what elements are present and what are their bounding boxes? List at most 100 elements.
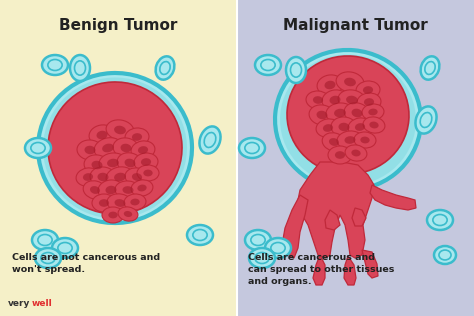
Ellipse shape	[325, 81, 336, 89]
Text: well: well	[32, 299, 53, 308]
Ellipse shape	[114, 173, 126, 181]
Polygon shape	[362, 250, 378, 278]
Ellipse shape	[420, 56, 439, 80]
Ellipse shape	[76, 168, 100, 186]
Ellipse shape	[141, 158, 151, 166]
Ellipse shape	[335, 151, 345, 159]
Ellipse shape	[132, 133, 142, 141]
Ellipse shape	[309, 105, 335, 125]
Ellipse shape	[280, 54, 416, 185]
Ellipse shape	[125, 128, 149, 146]
Ellipse shape	[107, 194, 133, 212]
Ellipse shape	[118, 207, 138, 221]
Ellipse shape	[334, 109, 346, 117]
Ellipse shape	[239, 138, 265, 158]
Ellipse shape	[115, 199, 126, 207]
Ellipse shape	[369, 122, 379, 128]
Polygon shape	[282, 195, 308, 258]
Ellipse shape	[109, 212, 118, 218]
Ellipse shape	[106, 186, 117, 194]
Polygon shape	[325, 210, 340, 230]
Ellipse shape	[131, 141, 155, 159]
Ellipse shape	[344, 103, 370, 123]
Text: Cells are cancerous and
can spread to other tissues
and organs.: Cells are cancerous and can spread to ot…	[248, 253, 394, 286]
Ellipse shape	[434, 246, 456, 264]
Ellipse shape	[368, 109, 378, 115]
Text: Cells are not cancerous and
won't spread.: Cells are not cancerous and won't spread…	[12, 253, 160, 274]
Ellipse shape	[287, 56, 409, 174]
Ellipse shape	[124, 194, 146, 210]
Ellipse shape	[90, 167, 116, 187]
Polygon shape	[344, 256, 356, 285]
Ellipse shape	[155, 56, 174, 80]
Ellipse shape	[83, 181, 107, 199]
Ellipse shape	[106, 167, 134, 187]
Ellipse shape	[97, 131, 108, 139]
Ellipse shape	[83, 173, 93, 181]
Ellipse shape	[187, 225, 213, 245]
Polygon shape	[313, 255, 325, 285]
Ellipse shape	[106, 120, 134, 140]
Ellipse shape	[363, 86, 373, 94]
Ellipse shape	[125, 168, 149, 186]
Ellipse shape	[42, 55, 68, 75]
Ellipse shape	[363, 117, 385, 133]
Ellipse shape	[245, 230, 271, 250]
Ellipse shape	[316, 119, 340, 137]
Ellipse shape	[124, 211, 132, 217]
Ellipse shape	[322, 90, 348, 110]
Ellipse shape	[313, 96, 323, 104]
Ellipse shape	[130, 198, 140, 205]
Ellipse shape	[137, 165, 159, 181]
Ellipse shape	[329, 96, 340, 104]
Ellipse shape	[89, 125, 115, 145]
Ellipse shape	[200, 126, 220, 154]
Ellipse shape	[99, 153, 127, 173]
Polygon shape	[352, 208, 366, 226]
Ellipse shape	[98, 173, 109, 181]
Ellipse shape	[132, 173, 142, 181]
Ellipse shape	[255, 55, 281, 75]
Ellipse shape	[331, 117, 357, 137]
Ellipse shape	[84, 155, 110, 175]
Text: Malignant Tumor: Malignant Tumor	[283, 18, 428, 33]
Ellipse shape	[317, 75, 343, 95]
Ellipse shape	[52, 238, 78, 258]
Ellipse shape	[351, 149, 361, 156]
Bar	[237, 0, 474, 316]
Ellipse shape	[94, 138, 122, 158]
Ellipse shape	[360, 137, 370, 143]
Ellipse shape	[90, 186, 100, 194]
Ellipse shape	[338, 123, 349, 131]
Ellipse shape	[344, 78, 356, 86]
Ellipse shape	[102, 143, 114, 152]
Ellipse shape	[306, 91, 330, 109]
Ellipse shape	[345, 136, 356, 144]
Ellipse shape	[98, 180, 124, 200]
Ellipse shape	[91, 161, 102, 169]
Ellipse shape	[328, 146, 352, 164]
Ellipse shape	[70, 55, 90, 81]
Ellipse shape	[113, 138, 139, 158]
Ellipse shape	[357, 93, 381, 111]
Ellipse shape	[356, 81, 380, 99]
Ellipse shape	[355, 123, 365, 131]
Ellipse shape	[364, 98, 374, 106]
Ellipse shape	[348, 118, 372, 136]
Ellipse shape	[134, 153, 158, 171]
Ellipse shape	[114, 126, 126, 134]
Ellipse shape	[32, 230, 58, 250]
Ellipse shape	[120, 144, 131, 152]
Ellipse shape	[143, 170, 153, 176]
Ellipse shape	[352, 109, 363, 117]
Ellipse shape	[122, 186, 134, 194]
Ellipse shape	[322, 133, 346, 151]
Ellipse shape	[249, 248, 275, 268]
Bar	[0, 0, 237, 316]
Ellipse shape	[43, 77, 187, 218]
Ellipse shape	[131, 180, 153, 196]
Ellipse shape	[286, 57, 306, 83]
Ellipse shape	[415, 106, 437, 134]
Ellipse shape	[338, 90, 366, 110]
Ellipse shape	[337, 131, 363, 149]
